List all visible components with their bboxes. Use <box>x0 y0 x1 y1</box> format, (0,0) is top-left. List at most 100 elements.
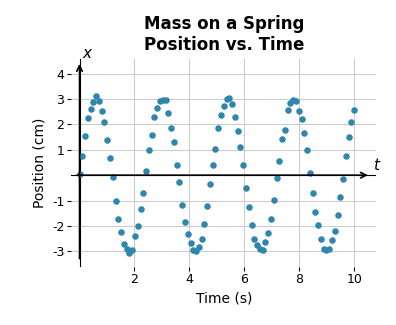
Point <box>257 246 263 251</box>
Point <box>307 170 313 176</box>
Point <box>340 176 346 181</box>
Point <box>298 117 305 122</box>
Text: t: t <box>373 158 379 173</box>
Point <box>204 203 210 208</box>
Point <box>290 97 296 102</box>
Point <box>110 175 116 180</box>
Point <box>85 116 91 121</box>
Point <box>351 107 358 112</box>
Point <box>126 250 133 255</box>
Point <box>201 221 208 226</box>
Point <box>323 248 329 253</box>
Point <box>223 96 230 101</box>
Point <box>293 98 299 103</box>
Point <box>176 179 183 185</box>
Point <box>96 98 102 103</box>
Point <box>93 94 99 99</box>
Point <box>187 241 194 246</box>
Point <box>173 162 180 167</box>
Point <box>309 191 316 196</box>
Point <box>276 158 282 163</box>
Point <box>115 216 122 221</box>
Point <box>348 119 354 124</box>
Point <box>279 136 285 142</box>
Point <box>196 244 202 249</box>
Point <box>237 144 244 150</box>
Point <box>107 156 113 161</box>
Point <box>132 234 138 239</box>
Point <box>331 228 338 234</box>
Point <box>212 147 219 152</box>
Point <box>243 186 249 191</box>
Point <box>234 128 241 133</box>
Point <box>143 169 149 174</box>
Point <box>343 153 349 158</box>
Point <box>121 242 127 247</box>
Point <box>268 217 274 222</box>
Point <box>209 162 216 168</box>
Point <box>218 113 224 118</box>
Point <box>112 198 119 203</box>
Point <box>262 240 268 245</box>
Point <box>329 238 335 243</box>
Point <box>198 236 205 241</box>
Point <box>151 114 158 120</box>
Point <box>246 204 252 209</box>
Point <box>337 194 343 199</box>
Point <box>207 181 213 186</box>
Point <box>118 229 124 235</box>
Point <box>140 190 147 196</box>
Point <box>273 176 280 181</box>
Point <box>179 203 185 208</box>
Point <box>320 246 327 252</box>
Point <box>345 135 352 140</box>
Point <box>165 110 171 115</box>
Point <box>284 108 291 113</box>
Point <box>295 108 302 113</box>
Point <box>229 101 235 106</box>
Point <box>137 207 144 212</box>
Point <box>82 133 88 138</box>
Point <box>315 223 321 228</box>
Point <box>254 242 260 248</box>
Y-axis label: Position (cm): Position (cm) <box>32 117 46 208</box>
Point <box>168 125 174 131</box>
Point <box>232 114 238 120</box>
X-axis label: Time (s): Time (s) <box>196 292 252 306</box>
Point <box>79 153 86 158</box>
Point <box>129 248 135 253</box>
Point <box>248 223 255 228</box>
Point <box>265 230 271 235</box>
Point <box>318 237 324 242</box>
Point <box>135 224 141 229</box>
Point <box>334 212 341 217</box>
Point <box>154 105 160 110</box>
Point <box>148 132 155 137</box>
Point <box>182 219 188 225</box>
Point <box>157 98 163 103</box>
Point <box>76 172 83 177</box>
Point <box>326 246 332 252</box>
Point <box>171 139 177 144</box>
Point <box>287 100 293 105</box>
Point <box>193 248 199 254</box>
Point <box>301 131 307 136</box>
Point <box>312 209 318 214</box>
Point <box>146 148 152 153</box>
Point <box>226 96 232 101</box>
Point <box>304 147 310 152</box>
Point <box>185 231 191 237</box>
Point <box>101 119 108 124</box>
Point <box>160 98 166 103</box>
Point <box>90 99 97 104</box>
Point <box>251 237 257 242</box>
Point <box>259 248 266 253</box>
Text: x: x <box>83 46 92 60</box>
Point <box>215 125 221 131</box>
Point <box>104 137 110 142</box>
Point <box>88 107 94 112</box>
Point <box>240 163 246 168</box>
Point <box>270 197 277 202</box>
Point <box>99 108 105 113</box>
Point <box>124 246 130 252</box>
